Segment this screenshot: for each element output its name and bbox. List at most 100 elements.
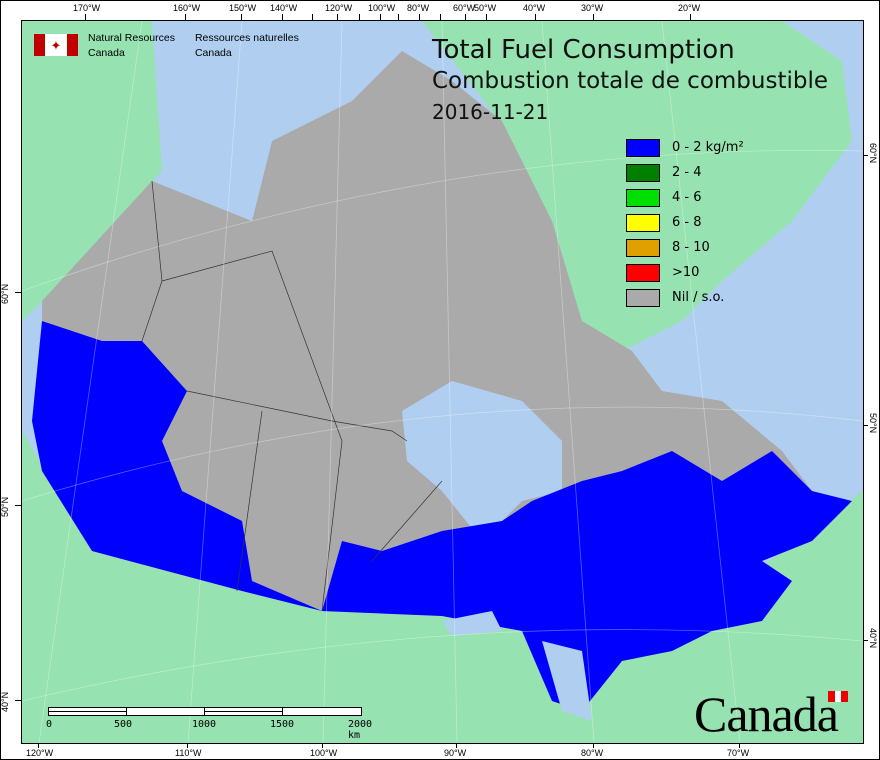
scale-label: 1000 — [192, 719, 217, 730]
tick-mark — [486, 14, 487, 20]
scale-label: 1500 — [270, 719, 295, 730]
tick-mark — [312, 14, 313, 20]
nrcan-signature: ✦ Natural Resources Canada Ressources na… — [34, 31, 319, 61]
tick-mark — [241, 14, 242, 20]
tick-mark — [419, 14, 420, 20]
tick-label: 60°W — [453, 3, 476, 13]
canada-flag-icon: ✦ — [34, 34, 78, 56]
map-graphic — [22, 21, 863, 743]
tick-mark — [38, 742, 39, 748]
legend-label: 2 - 4 — [672, 165, 702, 180]
tick-label: 40°N — [868, 628, 878, 649]
legend-swatch — [626, 188, 660, 207]
tick-label: 100°W — [310, 748, 338, 758]
alaska — [22, 21, 162, 321]
hudson-bay — [402, 381, 562, 541]
tick-mark — [15, 700, 21, 701]
legend-label: 4 - 6 — [672, 190, 702, 205]
tick-label: 20°W — [678, 3, 701, 13]
org-name-fr-2: Canada — [194, 47, 232, 59]
tick-mark — [456, 742, 457, 748]
graticule-lines — [22, 21, 863, 743]
tick-label: 40°W — [523, 3, 546, 13]
legend-label: Nil / s.o. — [672, 290, 725, 305]
tick-mark — [337, 14, 338, 20]
tick-mark — [465, 14, 466, 20]
tick-label: 120°W — [26, 748, 54, 758]
tick-mark — [593, 14, 594, 20]
tick-mark — [15, 292, 21, 293]
legend-swatch — [626, 138, 660, 157]
legend-item: 0 - 2 kg/m² — [626, 135, 744, 160]
tick-label: 150°W — [229, 3, 257, 13]
tick-label: 160°W — [173, 3, 201, 13]
title-date: 2016-11-21 — [432, 100, 549, 124]
legend-item: 2 - 4 — [626, 160, 744, 185]
tick-mark — [187, 742, 188, 748]
title-en: Total Fuel Consumption — [432, 35, 735, 65]
tick-label: 50°N — [0, 496, 10, 517]
scale-segment — [126, 707, 206, 716]
legend-swatch — [626, 238, 660, 257]
greenland — [422, 21, 852, 351]
legend-swatch — [626, 163, 660, 182]
tick-mark — [322, 742, 323, 748]
tick-label: 50°W — [474, 3, 497, 13]
tick-mark — [15, 505, 21, 506]
org-name-fr-1: Ressources naturelles — [194, 32, 299, 44]
scale-segment — [282, 707, 362, 716]
scale-segment — [204, 707, 284, 716]
legend-item: 6 - 8 — [626, 210, 744, 235]
fuel-consumption-area — [32, 321, 852, 711]
tick-mark — [739, 742, 740, 748]
legend-label: 8 - 10 — [672, 240, 710, 255]
map[interactable]: ✦ Natural Resources Canada Ressources na… — [21, 20, 864, 744]
tick-label: 140°W — [270, 3, 298, 13]
tick-label: 110°W — [175, 748, 202, 758]
legend-item: Nil / s.o. — [626, 285, 744, 310]
tick-mark — [85, 14, 86, 20]
tick-mark — [862, 425, 868, 426]
tick-label: 60°N — [0, 283, 10, 304]
tick-label: 170°W — [73, 3, 101, 13]
united-states — [22, 431, 863, 743]
legend-label: >10 — [672, 265, 700, 280]
tick-mark — [690, 14, 691, 20]
legend-swatch — [626, 288, 660, 307]
tick-label: 30°W — [581, 3, 604, 13]
tick-label: 40°N — [0, 691, 10, 712]
legend-label: 6 - 8 — [672, 215, 702, 230]
org-name-en-2: Canada — [88, 47, 125, 59]
tick-label: 120°W — [325, 3, 353, 13]
tick-label: 90°W — [444, 748, 467, 758]
tick-label: 70°W — [727, 748, 750, 758]
tick-mark — [862, 155, 868, 156]
canada-wordmark: Canada — [694, 686, 839, 742]
legend-label: 0 - 2 kg/m² — [672, 140, 744, 155]
tick-mark — [440, 14, 441, 20]
scale-label: 2000 km — [348, 719, 373, 741]
tick-label: 80°W — [407, 3, 430, 13]
tick-mark — [380, 14, 381, 20]
org-name-en-1: Natural Resources — [88, 32, 175, 44]
tick-mark — [282, 14, 283, 20]
tick-mark — [185, 14, 186, 20]
scale-segment — [48, 707, 128, 716]
legend-swatch — [626, 263, 660, 282]
tick-mark — [535, 14, 536, 20]
tick-mark — [593, 742, 594, 748]
scale-label: 0 — [46, 719, 53, 730]
tick-label: 50°N — [868, 413, 878, 434]
tick-mark — [398, 14, 399, 20]
legend-swatch — [626, 213, 660, 232]
legend-item: >10 — [626, 260, 744, 285]
title-fr: Combustion totale de combustible — [432, 68, 829, 94]
great-lakes — [542, 641, 592, 721]
province-borders — [141, 180, 443, 612]
legend-item: 8 - 10 — [626, 235, 744, 260]
tick-label: 80°W — [581, 748, 604, 758]
tick-label: 100°W — [368, 3, 396, 13]
map-title: Total Fuel Consumption Combustion totale… — [432, 35, 828, 128]
scale-label: 500 — [114, 719, 133, 730]
tick-mark — [862, 640, 868, 641]
